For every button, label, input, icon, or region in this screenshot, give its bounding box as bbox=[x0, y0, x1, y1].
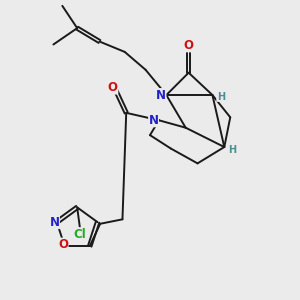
Text: H: H bbox=[217, 92, 225, 101]
Text: N: N bbox=[50, 216, 59, 229]
Text: O: O bbox=[58, 238, 68, 251]
Text: N: N bbox=[148, 114, 159, 127]
Text: O: O bbox=[108, 81, 118, 94]
Text: H: H bbox=[228, 145, 236, 155]
Text: O: O bbox=[184, 39, 194, 52]
Text: Cl: Cl bbox=[74, 228, 86, 241]
Text: N: N bbox=[156, 88, 166, 101]
